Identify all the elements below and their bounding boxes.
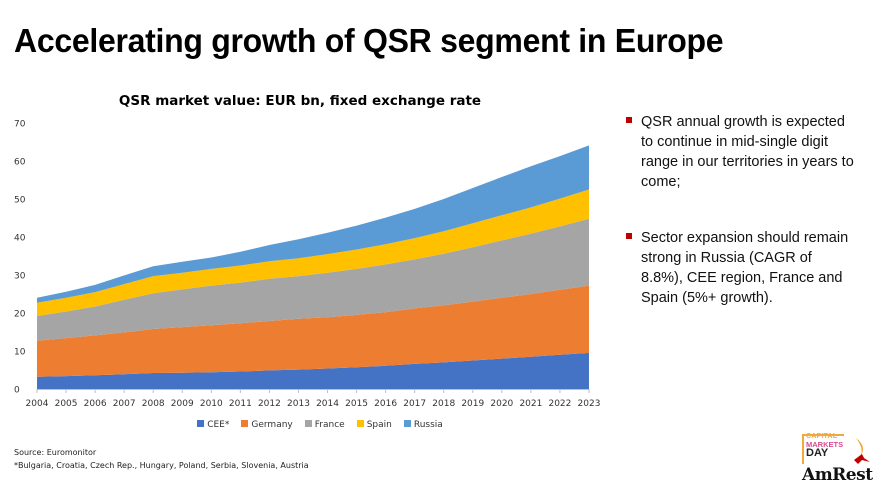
x-tick-label: 2014 [316,399,339,409]
y-tick-label: 30 [14,272,26,282]
chart-title: QSR market value: EUR bn, fixed exchange… [118,93,482,109]
x-tick-label: 2008 [142,399,165,409]
chart-legend: CEE* Germany France Spain Russia [0,420,640,430]
x-tick-label: 2019 [461,399,484,409]
x-tick-label: 2005 [55,399,78,409]
area-series-spain [37,189,589,316]
area-series-cee [37,352,589,389]
stacked-area-chart: 2004 2005 2006 2007 2008 2009 2010 2011 2012 2013… [14,120,600,410]
legend-swatch-icon [197,420,205,427]
x-tick-label: 2020 [490,399,513,409]
legend-swatch-icon [241,420,249,427]
cee-footnote: *Bulgaria, Croatia, Czech Rep., Hungary,… [14,461,309,470]
axes-group: 2004 2005 2006 2007 2008 2009 2010 2011 2012 2013… [14,120,600,410]
amrest-flame-icon [854,438,870,464]
legend-item: Russia [403,420,443,430]
legend-label: Russia [413,420,443,430]
bullet-text: Sector expansion should remain strong in… [641,230,849,306]
area-series-germany [37,285,589,377]
source-notes: Source: Euromonitor *Bulgaria, Croatia, … [14,446,309,472]
x-tick-label: 2004 [26,399,49,409]
x-tick-label: 2012 [258,399,281,409]
area-series-russia [37,145,589,303]
event-logo-line1: CAPITAL [806,433,838,440]
legend-item: Spain [356,420,392,430]
x-tick-label: 2009 [171,399,194,409]
y-tick-label: 40 [14,234,26,244]
bullet-text: QSR annual growth is expected to continu… [641,114,854,190]
legend-label: Germany [251,420,293,430]
x-tick-label: 2013 [287,399,310,409]
event-logo-frame [802,434,844,464]
x-tick-label: 2006 [84,399,107,409]
legend-item: France [304,420,345,430]
event-logo-line2: MARKETS [806,440,844,449]
bullet-square-icon [626,117,632,123]
legend-swatch-icon [403,420,411,427]
capital-markets-day-logo: CAPITAL MARKETS DAY AmRest [800,432,880,491]
y-tick-label: 60 [14,158,26,168]
legend-label: France [314,420,345,430]
x-tick-label: 2011 [229,399,252,409]
page-title: Accelerating growth of QSR segment in Eu… [14,22,724,59]
x-tick-label: 2007 [113,399,136,409]
bullet-square-icon [626,233,632,239]
legend-label: Spain [366,420,392,430]
x-tick-label: 2015 [345,399,368,409]
key-points: QSR annual growth is expected to continu… [624,112,854,344]
source-text: Source: Euromonitor [14,448,97,457]
x-tick-label: 2023 [578,399,601,409]
event-logo-line3: DAY [806,447,829,459]
legend-item: CEE* [197,420,229,430]
x-tick-label: 2021 [519,399,542,409]
bullet-point: Sector expansion should remain strong in… [624,228,854,308]
y-tick-label: 0 [14,386,20,396]
x-tick-label: 2018 [432,399,455,409]
y-tick-label: 50 [14,196,26,206]
legend-swatch-icon [356,420,364,427]
bullet-point: QSR annual growth is expected to continu… [624,112,854,192]
legend-label: CEE* [207,420,230,430]
area-series-group [37,145,589,389]
y-tick-label: 20 [14,310,26,320]
amrest-wordmark: AmRest [802,465,873,485]
y-tick-label: 70 [14,120,26,130]
x-tick-label: 2022 [548,399,571,409]
y-tick-label: 10 [14,348,26,358]
x-tick-label: 2010 [200,399,223,409]
x-tick-label: 2016 [374,399,397,409]
legend-item: Germany [241,420,293,430]
x-tick-label: 2017 [403,399,426,409]
area-series-france [37,218,589,341]
legend-swatch-icon [304,420,312,427]
